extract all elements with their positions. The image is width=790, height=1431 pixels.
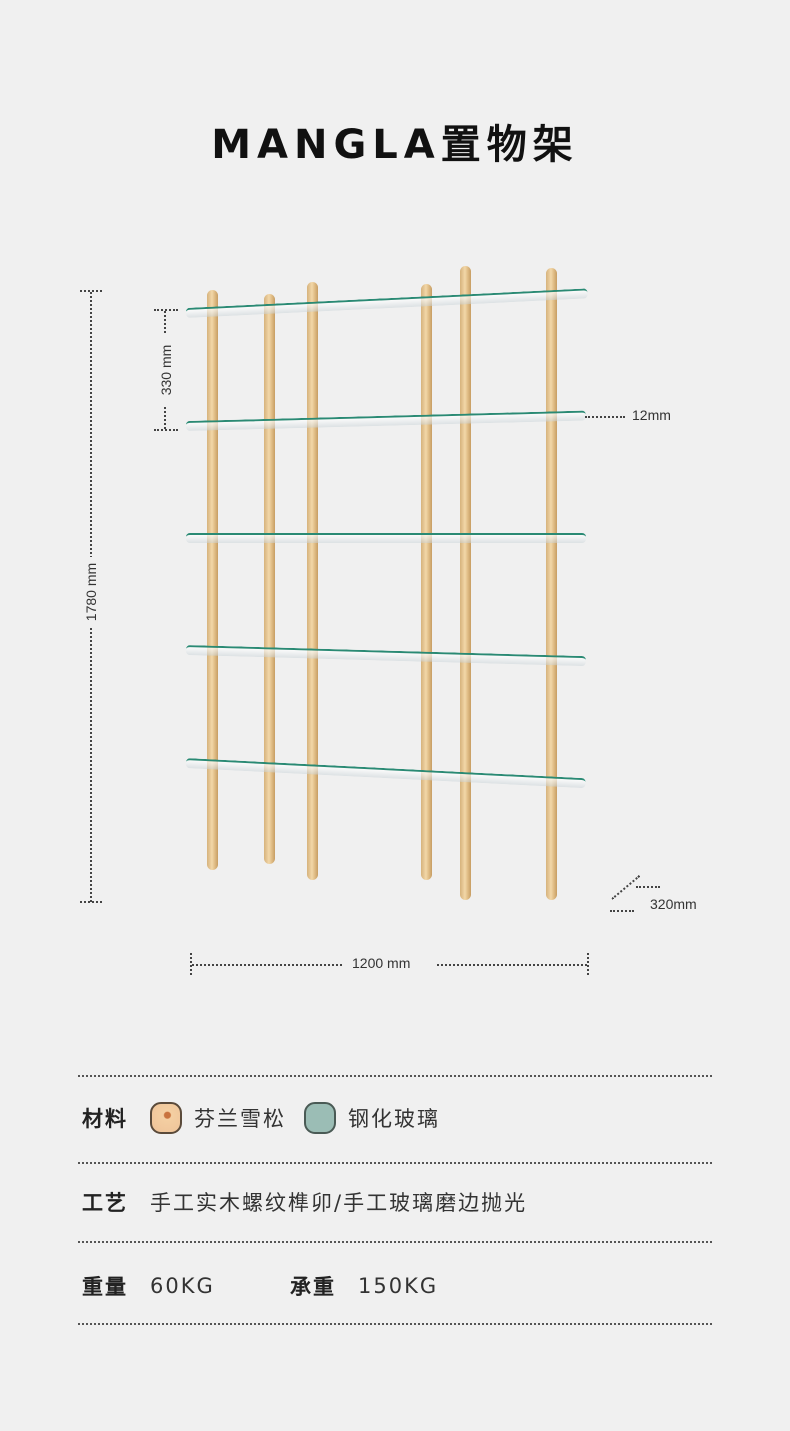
glass-shelf — [186, 533, 586, 543]
material-glass: 钢化玻璃 — [348, 1107, 440, 1131]
material-label: 材料 — [82, 1107, 128, 1131]
spec-divider — [78, 1162, 712, 1164]
thickness-dim-line — [585, 416, 625, 418]
spec-divider — [78, 1241, 712, 1243]
wood-pole — [421, 284, 432, 880]
wood-pole — [207, 290, 218, 870]
height-dim-top-tick — [80, 290, 102, 292]
wood-pole — [307, 282, 318, 880]
thickness-dim-label: 12mm — [632, 407, 671, 423]
depth-dim-bottom-tick — [610, 910, 634, 912]
spec-divider — [78, 1323, 712, 1325]
wood-pole — [460, 266, 471, 900]
gap-dim-label: 330 mm — [158, 335, 174, 405]
gap-dim-bottom-tick — [154, 429, 178, 431]
width-dim-left-tick — [190, 953, 192, 975]
depth-dim-top-tick — [636, 886, 660, 888]
wood-pole — [264, 294, 275, 864]
width-dim-label: 1200 mm — [352, 955, 411, 971]
width-dim-line-right — [437, 964, 587, 966]
spec-row-material: 材料 芬兰雪松 钢化玻璃 — [82, 1098, 458, 1138]
height-dim-label: 1780 mm — [83, 557, 99, 627]
load-label: 承重 — [290, 1275, 336, 1299]
wood-swatch-icon — [150, 1102, 182, 1134]
weight-label: 重量 — [82, 1275, 128, 1299]
glass-shelf — [185, 288, 588, 318]
craft-value: 手工实木螺纹榫卯/手工玻璃磨边抛光 — [150, 1191, 528, 1215]
weight-value: 60KG — [150, 1274, 215, 1298]
spec-row-craft: 工艺 手工实木螺纹榫卯/手工玻璃磨边抛光 — [82, 1182, 527, 1222]
glass-shelf — [185, 410, 586, 431]
craft-label: 工艺 — [82, 1191, 128, 1215]
wood-pole — [546, 268, 557, 900]
height-dim-bottom-tick — [80, 901, 102, 903]
depth-dim-label: 320mm — [650, 896, 697, 912]
glass-swatch-icon — [304, 1102, 336, 1134]
spec-row-weight: 重量 60KG 承重 150KG — [82, 1266, 438, 1306]
load-value: 150KG — [358, 1274, 439, 1298]
width-dim-right-tick — [587, 953, 589, 975]
glass-shelf — [185, 645, 586, 667]
spec-divider — [78, 1075, 712, 1077]
glass-shelf — [185, 758, 586, 789]
page-title: MANGLA置物架 — [211, 122, 579, 168]
gap-dim-top-tick — [154, 309, 178, 311]
width-dim-line-left — [192, 964, 342, 966]
material-wood: 芬兰雪松 — [194, 1107, 286, 1131]
